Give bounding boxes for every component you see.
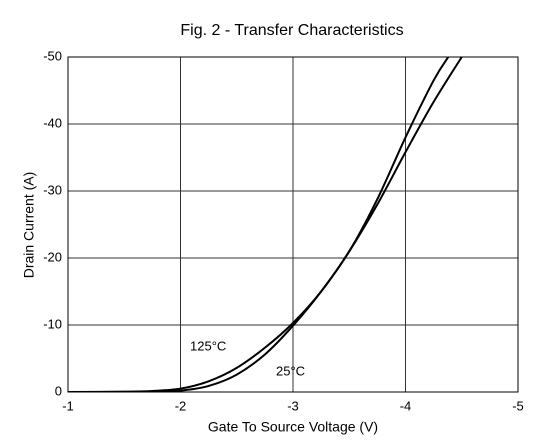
y-tick-label: -10 [43,316,62,331]
series-line [68,57,463,392]
x-tick-label: -4 [400,398,412,413]
y-axis-label: Drain Current (A) [21,172,37,279]
x-tick-label: -1 [62,398,74,413]
plot-frame [67,56,519,393]
y-tick-label: 0 [55,383,62,398]
series-label: 25°C [276,363,305,378]
x-tick-label: -5 [512,398,524,413]
x-tick-label: -3 [287,398,299,413]
y-tick-label: -20 [43,249,62,264]
series-label: 125°C [190,338,226,353]
series-line [68,57,450,392]
y-tick-label: -50 [43,48,62,63]
y-tick-label: -30 [43,182,62,197]
x-axis-label: Gate To Source Voltage (V) [208,419,378,435]
x-tick-label: -2 [175,398,187,413]
chart-title: Fig. 2 - Transfer Characteristics [180,22,403,39]
y-tick-label: -40 [43,115,62,130]
